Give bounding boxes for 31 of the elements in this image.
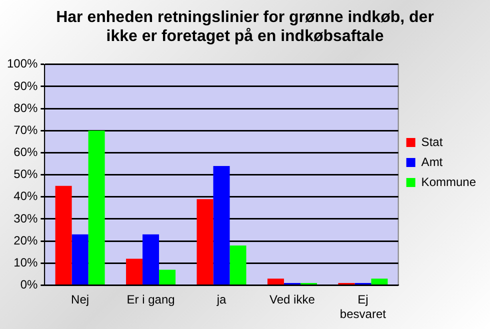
bar xyxy=(55,186,72,284)
x-tick-label: ja xyxy=(216,292,226,307)
bar xyxy=(88,130,105,284)
y-tick-label: 20% xyxy=(14,233,38,248)
bar xyxy=(213,166,230,284)
y-tick-label: 40% xyxy=(14,189,38,204)
bar xyxy=(72,234,88,284)
y-tick-label: 80% xyxy=(14,100,38,115)
x-tick-label: Er i gang xyxy=(126,292,175,307)
bar xyxy=(159,270,176,284)
bar xyxy=(267,278,284,284)
bar xyxy=(230,245,246,284)
y-tick-label: 50% xyxy=(14,167,38,182)
chart-title: Har enheden retningslinier for grønne indkøb, der ikke er foretaget på en indkøbsaftale xyxy=(56,9,434,46)
y-tick-label: 60% xyxy=(14,145,38,160)
bar xyxy=(142,234,160,284)
y-tick-label: 0% xyxy=(20,278,38,292)
y-tick-label: 30% xyxy=(14,211,38,226)
y-tick-label: 90% xyxy=(14,78,38,93)
x-tick-label: Nej xyxy=(71,292,90,307)
bar xyxy=(196,199,214,284)
y-tick-label: 70% xyxy=(14,122,38,137)
bar xyxy=(371,278,388,284)
legend-label: Kommune xyxy=(421,174,476,189)
bar xyxy=(126,258,143,284)
x-tick-label: Ved ikke xyxy=(270,292,316,307)
legend-label: Stat xyxy=(421,134,444,149)
y-tick-label: 10% xyxy=(14,255,38,270)
y-tick-label: 100% xyxy=(6,56,38,71)
x-tick-label: Ej besvaret xyxy=(340,292,387,322)
legend-label: Amt xyxy=(421,154,444,169)
